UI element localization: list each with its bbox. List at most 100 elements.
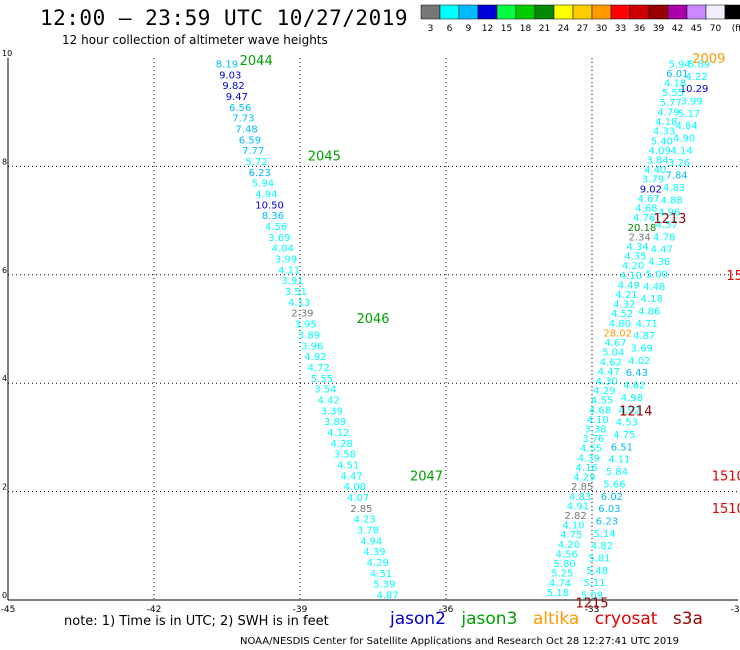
swh-value: 4.12: [327, 428, 349, 439]
swh-value: 4.18: [664, 79, 686, 90]
pass-label: 1510: [712, 502, 740, 517]
colorbar-swatch: [648, 4, 669, 20]
swh-value: 4.47: [340, 471, 362, 482]
swh-value: 4.53: [616, 418, 638, 429]
swh-value: 3.58: [334, 450, 356, 461]
colorbar-label: 6: [447, 24, 453, 34]
colorbar-label: 39: [653, 24, 665, 34]
swh-value: 4.48: [643, 282, 665, 293]
sat-legend-cryosat: cryosat: [594, 609, 658, 629]
pass-label: 2045: [308, 150, 341, 165]
swh-value: 9.02: [640, 184, 662, 195]
swh-value: 4.52: [611, 309, 633, 320]
swh-value: 4.10: [620, 271, 642, 282]
swh-value: 5.77: [660, 98, 682, 109]
x-tick-label: -30: [731, 605, 740, 615]
swh-value: 4.11: [608, 455, 630, 466]
swh-value: 4.10: [587, 415, 609, 426]
swh-value: 4.62: [600, 357, 622, 368]
pass-label: 2009: [692, 52, 725, 67]
colorbar-label: 24: [558, 24, 570, 34]
swh-value: 4.20: [558, 540, 580, 551]
pass-label: 1510: [712, 469, 740, 484]
swh-value: 6.03: [598, 504, 620, 515]
swh-value: 4.51: [370, 569, 392, 580]
pass-label: 1509: [726, 269, 740, 284]
swh-value: 4.30: [595, 376, 617, 387]
swh-value: 6.43: [626, 368, 648, 379]
swh-value: 4.75: [613, 430, 635, 441]
swh-value: 4.68: [635, 204, 657, 215]
swh-value: 3.51: [285, 287, 307, 298]
colorbar-swatch: [553, 4, 574, 20]
swh-value: 5.80: [553, 559, 575, 570]
colorbar-swatch: [439, 4, 460, 20]
swh-value: 3.69: [268, 233, 290, 244]
swh-value: 3.54: [314, 385, 336, 396]
swh-value: 4.47: [651, 245, 673, 256]
swh-value: 4.38: [648, 257, 670, 268]
swh-value: 4.09: [649, 146, 671, 157]
sat-legend-s3a: s3a: [672, 609, 703, 629]
swh-value: 6.51: [611, 442, 633, 453]
colorbar-label: 33: [615, 24, 626, 34]
colorbar-swatch: [572, 4, 593, 20]
x-tick-label: -33: [585, 605, 600, 615]
swh-value: 4.92: [618, 405, 640, 416]
swh-value: 4.20: [622, 261, 644, 272]
swh-value: 3.26: [668, 158, 690, 169]
swh-value: 4.98: [621, 393, 643, 404]
swh-value: 3.79: [642, 175, 664, 186]
swh-value: 4.75: [560, 530, 582, 541]
swh-value: 4.18: [641, 294, 663, 305]
swh-value: 4.29: [593, 386, 615, 397]
swh-value: 3.69: [631, 344, 653, 355]
swh-value: 5.14: [593, 529, 615, 540]
swh-value: 5.48: [586, 566, 608, 577]
colorbar-swatch: [458, 4, 479, 20]
swh-value: 2.34: [629, 232, 651, 243]
pass-label: 1213: [653, 212, 686, 227]
swh-value: 4.34: [626, 242, 648, 253]
swh-value: 5.18: [547, 588, 569, 599]
swh-value: 4.55: [591, 396, 613, 407]
swh-value: 5.84: [606, 467, 628, 478]
swh-value: 4.42: [317, 395, 339, 406]
colorbar-swatch: [667, 4, 688, 20]
swh-value: 5.25: [551, 569, 573, 580]
swh-value: 2.39: [291, 309, 313, 320]
swh-value: 3.76: [582, 434, 604, 445]
swh-value: 3.89: [324, 417, 346, 428]
swh-value: 3.99: [275, 255, 297, 266]
colorbar-swatch: [686, 4, 707, 20]
colorbar-label: 45: [691, 24, 702, 34]
chart-title: 12:00 – 23:59 UTC 10/27/2019: [40, 6, 409, 30]
swh-value: 9.82: [222, 81, 244, 92]
swh-value: 4.08: [344, 482, 366, 493]
x-tick-label: -39: [293, 605, 308, 615]
swh-value: 6.01: [666, 69, 688, 80]
colorbar-label: 27: [577, 24, 588, 34]
colorbar-swatch: [610, 4, 631, 20]
colorbar-label: 9: [466, 24, 472, 34]
swh-value: 8.36: [262, 211, 284, 222]
swh-value: 7.48: [236, 124, 258, 135]
pass-label: 2047: [410, 469, 443, 484]
swh-value: 4.90: [673, 134, 695, 145]
swh-value: 6.23: [596, 516, 618, 527]
swh-value: 2.82: [564, 511, 586, 522]
swh-value: 4.39: [363, 547, 385, 558]
swh-value: 7.84: [666, 171, 688, 182]
swh-value: 3.84: [646, 156, 668, 167]
swh-value: 2.85: [350, 504, 372, 515]
y-tick-label: 4: [2, 374, 7, 383]
colorbar-label: 21: [539, 24, 550, 34]
swh-value: 4.96: [658, 208, 680, 219]
swh-value: 4.62: [623, 381, 645, 392]
swh-value: 4.21: [615, 290, 637, 301]
swh-value: 4.56: [556, 549, 578, 560]
swh-value: 4.88: [661, 195, 683, 206]
swh-value: 4.16: [576, 463, 598, 474]
swh-value: 9.03: [219, 70, 241, 81]
swh-value: 4.83: [569, 492, 591, 503]
